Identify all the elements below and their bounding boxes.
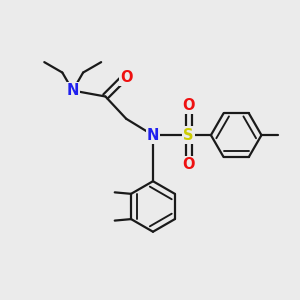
Text: N: N [147,128,159,142]
Text: O: O [120,70,133,85]
Text: O: O [182,158,195,172]
Text: N: N [67,83,79,98]
Text: S: S [183,128,194,142]
Text: O: O [182,98,195,113]
